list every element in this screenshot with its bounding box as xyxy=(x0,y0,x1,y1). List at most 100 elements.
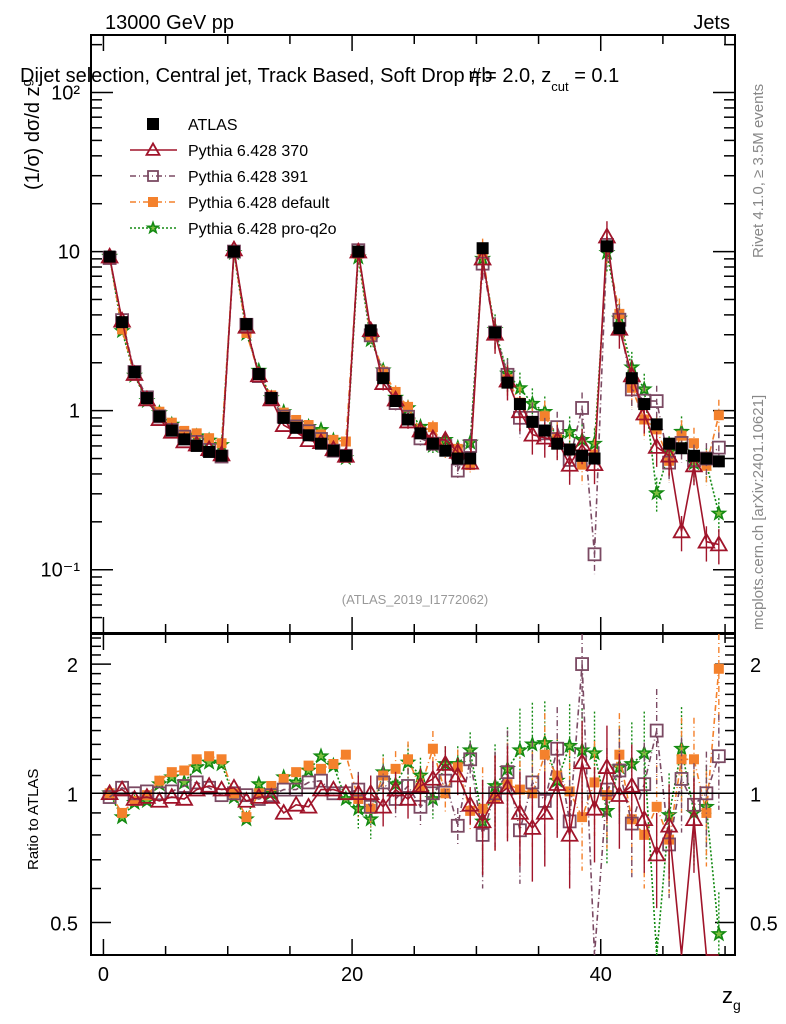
ratio-point xyxy=(266,780,277,791)
legend-item: ATLAS xyxy=(147,117,238,134)
legend-marker xyxy=(147,118,159,130)
ratio-point xyxy=(390,763,401,774)
ratio-point xyxy=(237,791,256,808)
ratio-point xyxy=(523,818,542,835)
atlas-data-point xyxy=(352,245,365,258)
atlas-data-point xyxy=(476,242,489,255)
atlas-data-point xyxy=(277,411,290,424)
upper-axes: 10⁻¹ 1 10 10² xyxy=(41,35,735,634)
data-point xyxy=(539,411,550,422)
x-tick-label: 40 xyxy=(590,964,612,986)
atlas-data-point xyxy=(675,442,688,455)
upper-y-axis-label-sub: g xyxy=(19,79,34,86)
x-axis-label: zg xyxy=(722,983,741,1013)
ratio-point xyxy=(212,779,231,797)
atlas-data-point xyxy=(252,367,265,380)
atlas-data-point xyxy=(290,421,303,434)
ratio-point xyxy=(287,773,305,790)
ratio-point xyxy=(622,776,642,793)
legend-label: Pythia 6.428 370 xyxy=(188,143,308,160)
ratio-point xyxy=(348,783,368,801)
atlas-data-point xyxy=(165,424,178,437)
atlas-data-point xyxy=(439,444,452,457)
data-point xyxy=(450,463,465,478)
atlas-data-point xyxy=(265,392,278,405)
data-point xyxy=(587,547,602,562)
ratio-point xyxy=(427,743,438,754)
data-point xyxy=(191,428,202,439)
data-point xyxy=(427,422,438,433)
ratio-point xyxy=(162,787,182,804)
ratio-point xyxy=(316,763,326,774)
data-point xyxy=(649,394,664,409)
ratio-point xyxy=(112,779,132,797)
ratio-point xyxy=(577,812,588,823)
ratio-point xyxy=(340,749,351,760)
lower-y-tick-label-right: 0.5 xyxy=(750,913,778,935)
upper-y-axis-label: (1/σ) dσ/d zg xyxy=(19,79,44,190)
ratio-point xyxy=(100,783,119,801)
atlas-data-point xyxy=(687,449,700,462)
ratio-point xyxy=(241,812,252,823)
atlas-data-point xyxy=(339,449,352,462)
atlas-data-point xyxy=(650,418,663,431)
ratio-point xyxy=(597,757,617,774)
x-axis-label-sub: g xyxy=(733,997,741,1013)
atlas-data-point xyxy=(203,445,216,458)
ratio-point xyxy=(423,769,443,786)
data-point xyxy=(403,401,414,412)
ratio-point xyxy=(450,818,465,833)
atlas-data-point xyxy=(501,376,514,389)
ratio-point xyxy=(311,779,331,797)
data-point xyxy=(697,532,716,549)
ratio-point xyxy=(303,760,314,771)
atlas-data-point xyxy=(576,449,589,462)
atlas-data-point xyxy=(513,398,526,411)
ratio-point xyxy=(187,779,207,797)
atlas-data-point xyxy=(588,452,601,465)
atlas-data-point xyxy=(638,398,651,411)
ratio-line xyxy=(108,742,720,956)
atlas-data-point xyxy=(414,427,427,440)
atlas-data-point xyxy=(377,372,390,385)
ratio-point xyxy=(378,770,389,781)
ratio-point xyxy=(286,795,306,812)
ratio-point xyxy=(373,797,393,814)
ratio-point xyxy=(448,765,468,783)
data-point xyxy=(676,430,687,441)
ratio-point xyxy=(535,803,555,820)
ratio-point xyxy=(688,754,699,765)
data-point xyxy=(340,436,351,447)
ratio-point xyxy=(403,754,414,765)
upper-y-tick-label: 10⁻¹ xyxy=(41,560,81,582)
legend-item: Pythia 6.428 pro-q2o xyxy=(130,220,337,238)
atlas-data-point xyxy=(563,443,576,456)
atlas-data-point xyxy=(489,326,502,339)
data-point xyxy=(510,401,530,419)
ratio-point xyxy=(117,807,128,818)
ratio-point xyxy=(261,787,281,804)
ratio-point xyxy=(129,795,140,806)
ratio-point xyxy=(585,799,604,816)
data-point xyxy=(535,428,555,445)
data-point xyxy=(709,534,729,552)
data-point xyxy=(688,438,699,449)
ratio-point xyxy=(314,773,328,788)
lower-y-tick-label: 1 xyxy=(67,784,78,806)
data-point xyxy=(634,404,654,421)
ratio-line xyxy=(109,664,720,956)
plot-title: Dijet selection, Central jet, Track Base… xyxy=(20,65,619,94)
ratio-point xyxy=(711,749,726,764)
ratio-point xyxy=(324,779,343,797)
atlas-data-point xyxy=(700,452,713,465)
legend-marker xyxy=(145,220,161,235)
lower-y-axis-label: Ratio to ATLAS xyxy=(25,769,42,870)
ratio-point xyxy=(713,663,724,674)
upper-y-tick-label: 10² xyxy=(51,83,80,105)
legend: ATLAS Pythia 6.428 370 Pythia 6.428 391 Pyt… xyxy=(130,117,337,238)
ratio-point xyxy=(278,773,289,784)
ratio-point xyxy=(610,785,629,802)
lower-y-tick-label: 2 xyxy=(67,655,78,677)
atlas-data-point xyxy=(240,318,253,331)
